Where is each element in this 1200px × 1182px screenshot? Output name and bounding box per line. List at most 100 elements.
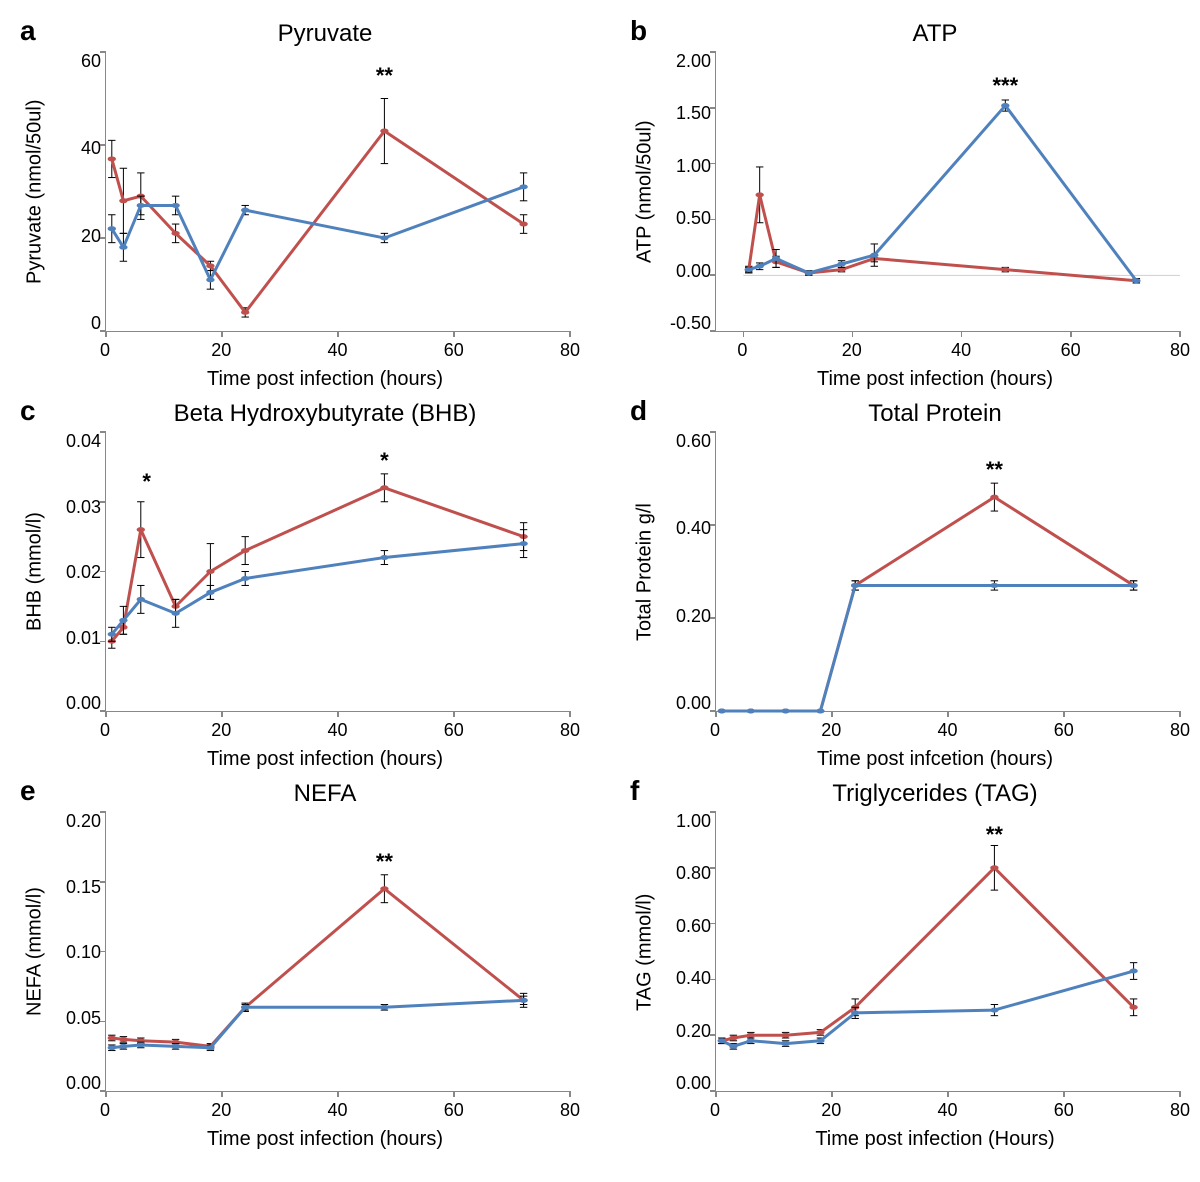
x-tick-label: 20 — [821, 720, 841, 741]
x-tick-label: 60 — [444, 720, 464, 741]
y-tick-label: 0.04 — [66, 432, 101, 450]
panel-e: eNEFANEFA (mmol/l)0.200.150.100.050.00**… — [20, 780, 570, 1120]
x-tick-label: 0 — [100, 720, 110, 741]
panel-b: bATPATP (nmol/50ul)2.001.501.000.500.00-… — [630, 20, 1180, 360]
x-tick-label: 80 — [1170, 1100, 1190, 1121]
y-tick-label: 0.00 — [66, 1074, 101, 1092]
panel-c: cBeta Hydroxybutyrate (BHB)BHB (mmol/l)0… — [20, 400, 570, 740]
x-tick-label: 60 — [1061, 340, 1081, 361]
y-tick-label: 60 — [81, 52, 101, 70]
x-tick-label: 40 — [937, 720, 957, 741]
x-axis-label: Time post infcetion (hours) — [630, 748, 1180, 771]
y-tick-label: 0.00 — [676, 1074, 711, 1092]
x-ticks: 020406080 — [20, 720, 570, 744]
x-tick-label: 0 — [737, 340, 747, 361]
y-tick-label: 0.60 — [676, 432, 711, 450]
panel-f: fTriglycerides (TAG)TAG (mmol/l)1.000.80… — [630, 780, 1180, 1120]
x-tick-label: 80 — [1170, 720, 1190, 741]
y-tick-label: -0.50 — [670, 314, 711, 332]
panel-letter: d — [630, 395, 647, 427]
y-ticks: 0.600.400.200.00 — [660, 432, 715, 712]
y-tick-label: 40 — [81, 139, 101, 157]
panel-letter: e — [20, 775, 36, 807]
y-tick-label: 0.10 — [66, 943, 101, 961]
y-tick-label: 0.50 — [676, 209, 711, 227]
chart-title: NEFA — [20, 780, 570, 808]
significance-marker: ** — [376, 63, 393, 89]
y-ticks: 2.001.501.000.500.00-0.50 — [660, 52, 715, 332]
plot-area: ** — [105, 812, 570, 1092]
x-axis-label: Time post infection (Hours) — [630, 1128, 1180, 1151]
y-axis-label: ATP (nmol/50ul) — [630, 52, 660, 332]
chart-title: ATP — [630, 20, 1180, 48]
y-axis-label: NEFA (mmol/l) — [20, 812, 50, 1092]
y-tick-label: 0.00 — [676, 694, 711, 712]
chart-title: Beta Hydroxybutyrate (BHB) — [20, 400, 570, 428]
x-ticks: 020406080 — [20, 1100, 570, 1124]
x-ticks: 020406080 — [630, 1100, 1180, 1124]
y-tick-label: 0.01 — [66, 629, 101, 647]
x-tick-label: 20 — [211, 1100, 231, 1121]
y-axis-label: Total Protein g/l — [630, 432, 660, 712]
y-ticks: 0.040.030.020.010.00 — [50, 432, 105, 712]
x-tick-label: 0 — [100, 340, 110, 361]
y-axis-label: BHB (mmol/l) — [20, 432, 50, 712]
significance-marker: ** — [986, 457, 1003, 483]
y-tick-label: 0.15 — [66, 878, 101, 896]
significance-marker: * — [380, 448, 389, 474]
panel-d: dTotal ProteinTotal Protein g/l0.600.400… — [630, 400, 1180, 740]
y-tick-label: 0.80 — [676, 864, 711, 882]
plot-area: ** — [715, 812, 1180, 1092]
x-tick-label: 60 — [444, 1100, 464, 1121]
y-tick-label: 0.03 — [66, 498, 101, 516]
y-tick-label: 0.40 — [676, 519, 711, 537]
x-tick-label: 0 — [710, 720, 720, 741]
significance-marker: *** — [992, 73, 1018, 99]
x-tick-label: 80 — [560, 1100, 580, 1121]
y-tick-label: 0.40 — [676, 969, 711, 987]
panel-letter: c — [20, 395, 36, 427]
y-tick-label: 20 — [81, 227, 101, 245]
panel-letter: f — [630, 775, 639, 807]
plot-area: ** — [105, 432, 570, 712]
x-tick-label: 80 — [1170, 340, 1190, 361]
chart-title: Triglycerides (TAG) — [630, 780, 1180, 808]
y-tick-label: 0.05 — [66, 1009, 101, 1027]
panel-letter: b — [630, 15, 647, 47]
panel-a: aPyruvatePyruvate (nmol/50ul)6040200**02… — [20, 20, 570, 360]
x-ticks: 020406080 — [20, 340, 570, 364]
y-tick-label: 0.00 — [676, 262, 711, 280]
y-tick-label: 1.50 — [676, 104, 711, 122]
y-ticks: 6040200 — [50, 52, 105, 332]
x-tick-label: 40 — [327, 720, 347, 741]
x-axis-label: Time post infection (hours) — [630, 368, 1180, 391]
y-ticks: 1.00 0.80 0.60 0.40 0.20 0.00 — [660, 812, 715, 1092]
x-tick-label: 40 — [327, 340, 347, 361]
y-tick-label: 1.00 — [676, 812, 711, 830]
x-axis-label: Time post infection (hours) — [20, 1128, 570, 1151]
x-tick-label: 0 — [710, 1100, 720, 1121]
chart-title: Pyruvate — [20, 20, 570, 48]
significance-marker: * — [142, 469, 151, 495]
y-tick-label: 1.00 — [676, 157, 711, 175]
x-tick-label: 40 — [327, 1100, 347, 1121]
x-tick-label: 20 — [211, 720, 231, 741]
x-ticks: 020406080 — [630, 720, 1180, 744]
panel-letter: a — [20, 15, 36, 47]
chart-title: Total Protein — [630, 400, 1180, 428]
y-tick-label: 0.60 — [676, 917, 711, 935]
plot-area: ** — [715, 432, 1180, 712]
x-tick-label: 80 — [560, 340, 580, 361]
x-tick-label: 60 — [1054, 1100, 1074, 1121]
y-tick-label: 0.20 — [66, 812, 101, 830]
x-ticks: 020406080 — [630, 340, 1180, 364]
x-tick-label: 60 — [444, 340, 464, 361]
x-tick-label: 40 — [937, 1100, 957, 1121]
x-tick-label: 20 — [842, 340, 862, 361]
plot-area: *** — [715, 52, 1180, 332]
y-ticks: 0.20 0.15 0.10 0.05 0.00 — [50, 812, 105, 1092]
x-tick-label: 40 — [951, 340, 971, 361]
y-tick-label: 0.20 — [676, 1022, 711, 1040]
significance-marker: ** — [376, 849, 393, 875]
x-tick-label: 80 — [560, 720, 580, 741]
